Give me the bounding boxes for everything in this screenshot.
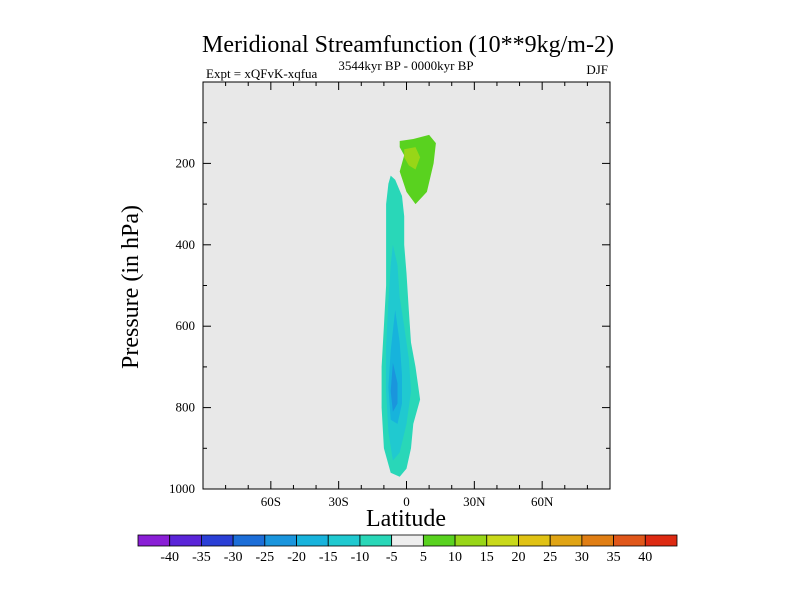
y-axis-label: Pressure (in hPa) bbox=[118, 205, 144, 369]
experiment-label: Expt = xQFvK-xqfua bbox=[206, 66, 318, 81]
colorbar-swatch bbox=[169, 534, 202, 547]
colorbar-label: -20 bbox=[287, 550, 306, 565]
colorbar-label: -35 bbox=[192, 550, 211, 565]
colorbar-swatch bbox=[454, 534, 488, 547]
contour-layer bbox=[381, 134, 436, 477]
colorbar-swatch bbox=[137, 534, 171, 547]
season-label: DJF bbox=[586, 62, 608, 77]
colorbar-swatch bbox=[518, 534, 551, 547]
colorbar-label: 25 bbox=[543, 550, 557, 565]
colorbar-swatch bbox=[581, 534, 614, 547]
x-tick-label: 60S bbox=[261, 494, 281, 509]
colorbar-label: -5 bbox=[386, 550, 398, 565]
colorbar: -40 -35 -30 -25 -20 -15 -10 -5 5 10 15 20 25 30 35 40 bbox=[137, 534, 678, 565]
colorbar-swatch bbox=[422, 534, 456, 547]
colorbar-swatch bbox=[327, 534, 361, 547]
y-tick-label: 600 bbox=[176, 318, 196, 333]
colorbar-swatch bbox=[549, 534, 583, 547]
colorbar-label: 30 bbox=[575, 550, 589, 565]
colorbar-swatch bbox=[644, 534, 678, 547]
colorbar-swatch bbox=[264, 534, 297, 547]
colorbar-swatch bbox=[359, 534, 393, 547]
x-tick-label: 30N bbox=[463, 494, 486, 509]
colorbar-label: -25 bbox=[255, 550, 274, 565]
x-axis-label: Latitude bbox=[366, 506, 446, 532]
colorbar-swatch bbox=[391, 534, 424, 547]
colorbar-label: -30 bbox=[224, 550, 243, 565]
y-tick-label: 200 bbox=[176, 155, 196, 170]
contour-neg-20-region bbox=[390, 362, 398, 412]
colorbar-swatch bbox=[201, 534, 234, 547]
x-tick-label: 60N bbox=[531, 494, 554, 509]
x-tick-label: 30S bbox=[329, 494, 349, 509]
x-tick-label: 0 bbox=[403, 494, 410, 509]
chart-title: Meridional Streamfunction (10**9kg/m-2) bbox=[202, 32, 614, 58]
colorbar-swatch bbox=[613, 534, 646, 547]
axis-ticks: 60S 30S 0 30N 60N 200 400 600 800 1000 bbox=[169, 82, 610, 509]
colorbar-label: -15 bbox=[319, 550, 338, 565]
y-tick-label: 400 bbox=[176, 237, 196, 252]
time-range-label: 3544kyr BP - 0000kyr BP bbox=[338, 58, 473, 73]
y-tick-label: 800 bbox=[176, 400, 196, 415]
colorbar-label: -10 bbox=[351, 550, 370, 565]
colorbar-label: 15 bbox=[480, 550, 494, 565]
colorbar-label: 40 bbox=[638, 550, 652, 565]
colorbar-swatch bbox=[486, 534, 519, 547]
colorbar-swatch bbox=[296, 534, 329, 547]
y-tick-label: 1000 bbox=[169, 481, 195, 496]
colorbar-label: 20 bbox=[511, 550, 525, 565]
colorbar-swatch bbox=[232, 534, 266, 547]
colorbar-label: -40 bbox=[160, 550, 179, 565]
contour-pos-10-region bbox=[404, 147, 421, 170]
colorbar-label: 5 bbox=[420, 550, 427, 565]
colorbar-label: 35 bbox=[607, 550, 621, 565]
colorbar-label: 10 bbox=[448, 550, 462, 565]
